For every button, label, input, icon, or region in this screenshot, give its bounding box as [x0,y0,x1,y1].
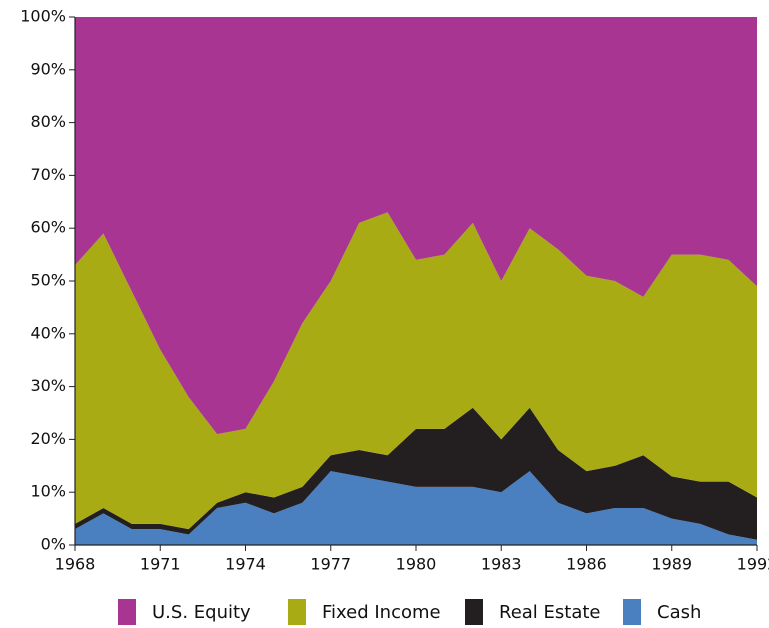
x-tick-label: 1977 [310,555,351,574]
x-tick-label: 1968 [55,555,96,574]
y-tick-label: 0% [41,535,66,554]
legend-swatch [118,599,136,625]
y-tick-label: 80% [30,112,66,131]
area [75,212,757,530]
x-tick-label: 1989 [651,555,692,574]
legend-label: U.S. Equity [152,602,251,623]
y-tick-label: 10% [30,482,66,501]
area [75,17,757,435]
y-tick-label: 60% [30,218,66,237]
legend-label: Cash [657,602,701,623]
legend-label: Real Estate [499,602,601,623]
y-tick-label: 50% [30,271,66,290]
x-tick-label: 1980 [396,555,437,574]
legend-swatch [465,599,483,625]
x-tick-label: 1974 [225,555,266,574]
y-tick-label: 100% [20,7,66,26]
legend-label: Fixed Income [322,602,441,623]
y-tick-label: 30% [30,376,66,395]
x-tick-label: 1983 [481,555,522,574]
y-tick-label: 20% [30,429,66,448]
y-tick-label: 90% [30,59,66,78]
y-tick-label: 70% [30,165,66,184]
area [75,407,757,540]
x-tick-label: 1986 [566,555,607,574]
legend-swatch [623,599,641,625]
area [75,471,757,545]
x-tick-label: 1971 [140,555,181,574]
y-tick-label: 40% [30,323,66,342]
legend-swatch [288,599,306,625]
x-tick-label: 1992 [737,555,769,574]
